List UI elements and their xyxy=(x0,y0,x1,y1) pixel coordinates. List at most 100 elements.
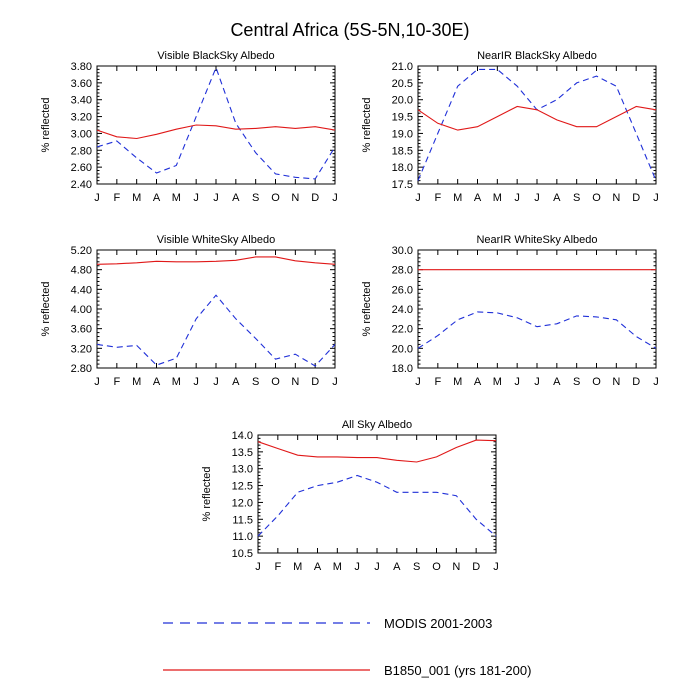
x-tick-label: F xyxy=(434,376,441,388)
y-tick-label: 2.60 xyxy=(71,162,92,174)
y-tick-label: 20.0 xyxy=(392,343,413,355)
y-tick-label: 17.5 xyxy=(392,179,413,191)
x-tick-label: J xyxy=(213,376,219,388)
y-tick-label: 24.0 xyxy=(392,304,413,316)
x-tick-label: M xyxy=(172,192,181,204)
x-tick-label: N xyxy=(452,561,460,573)
y-tick-label: 4.40 xyxy=(71,284,92,296)
series-line-modis xyxy=(257,474,497,537)
plot-frame xyxy=(417,249,657,369)
x-tick-label: D xyxy=(472,561,480,573)
y-tick-label: 19.5 xyxy=(392,112,413,124)
x-tick-label: A xyxy=(153,192,161,204)
y-axis-label: % reflected xyxy=(201,466,213,521)
x-tick-label: S xyxy=(252,192,259,204)
x-tick-label: J xyxy=(94,192,100,204)
y-axis-label: % reflected xyxy=(361,281,373,336)
y-tick-label: 30.0 xyxy=(392,245,413,257)
x-tick-label: J xyxy=(193,376,199,388)
y-tick-label: 13.5 xyxy=(232,447,253,459)
x-tick-label: A xyxy=(553,192,561,204)
plot-frame xyxy=(96,249,336,369)
x-tick-label: A xyxy=(474,192,482,204)
x-tick-label: J xyxy=(514,192,520,204)
x-tick-label: J xyxy=(94,376,100,388)
y-tick-label: 14.0 xyxy=(232,430,253,442)
chart-title: NearIR BlackSky Albedo xyxy=(477,50,597,62)
x-tick-label: O xyxy=(271,192,280,204)
y-tick-label: 26.0 xyxy=(392,284,413,296)
x-tick-label: N xyxy=(612,376,620,388)
y-tick-label: 28.0 xyxy=(392,265,413,277)
series-line-model xyxy=(96,256,336,265)
x-tick-label: F xyxy=(434,192,441,204)
y-tick-label: 5.20 xyxy=(71,245,92,257)
x-tick-label: N xyxy=(612,192,620,204)
legend-model-label: B1850_001 (yrs 181-200) xyxy=(384,663,531,678)
y-tick-label: 3.00 xyxy=(71,128,92,140)
y-tick-label: 18.0 xyxy=(392,363,413,375)
x-tick-label: A xyxy=(474,376,482,388)
y-tick-label: 18.0 xyxy=(392,162,413,174)
x-tick-label: A xyxy=(393,561,401,573)
y-tick-label: 3.80 xyxy=(71,61,92,73)
x-tick-label: O xyxy=(592,376,601,388)
y-axis-label: % reflected xyxy=(40,97,52,152)
plot-frame xyxy=(96,65,336,185)
x-tick-label: J xyxy=(332,192,338,204)
x-tick-label: M xyxy=(132,192,141,204)
x-tick-label: M xyxy=(132,376,141,388)
x-tick-label: A xyxy=(153,376,161,388)
y-axis-label: % reflected xyxy=(40,281,52,336)
x-tick-label: O xyxy=(432,561,441,573)
y-tick-label: 20.5 xyxy=(392,78,413,90)
x-tick-label: F xyxy=(113,192,120,204)
x-tick-label: J xyxy=(653,192,659,204)
x-tick-label: A xyxy=(232,192,240,204)
x-tick-label: D xyxy=(311,376,319,388)
legend: MODIS 2001-2003 B1850_001 (yrs 181-200) xyxy=(163,616,531,678)
chart-title: Visible BlackSky Albedo xyxy=(157,50,274,62)
y-tick-label: 10.5 xyxy=(232,548,253,560)
x-tick-label: J xyxy=(514,376,520,388)
chart-title: All Sky Albedo xyxy=(342,419,412,431)
y-tick-label: 11.5 xyxy=(232,514,253,526)
y-tick-label: 12.5 xyxy=(232,481,253,493)
x-tick-label: M xyxy=(453,192,462,204)
x-tick-label: O xyxy=(271,376,280,388)
x-tick-label: F xyxy=(274,561,281,573)
x-tick-label: A xyxy=(553,376,561,388)
figure-title: Central Africa (5S-5N,10-30E) xyxy=(230,20,469,40)
x-tick-label: S xyxy=(252,376,259,388)
x-tick-label: M xyxy=(493,376,502,388)
x-tick-label: S xyxy=(573,376,580,388)
x-tick-label: D xyxy=(311,192,319,204)
x-tick-label: J xyxy=(493,561,499,573)
x-tick-label: F xyxy=(113,376,120,388)
chart-title: NearIR WhiteSky Albedo xyxy=(476,234,597,246)
chart-panel-5: All Sky Albedo % reflected 10.5 11.0 11.5 12.… xyxy=(201,419,499,573)
x-tick-label: J xyxy=(415,192,421,204)
chart-panel-2: NearIR BlackSky Albedo % reflected 17.5 18.… xyxy=(361,50,659,204)
y-tick-label: 2.80 xyxy=(71,145,92,157)
x-tick-label: N xyxy=(291,376,299,388)
plot-frame xyxy=(257,434,497,554)
x-tick-label: S xyxy=(573,192,580,204)
chart-panel-4: NearIR WhiteSky Albedo % reflected 18.0 20.… xyxy=(361,234,659,388)
y-tick-label: 11.0 xyxy=(232,531,253,543)
y-tick-label: 18.5 xyxy=(392,145,413,157)
chart-panel-3: Visible WhiteSky Albedo % reflected 2.80 3.… xyxy=(40,234,338,388)
x-tick-label: J xyxy=(534,376,540,388)
y-tick-label: 22.0 xyxy=(392,324,413,336)
y-axis-label: % reflected xyxy=(361,97,373,152)
x-tick-label: M xyxy=(293,561,302,573)
series-line-modis xyxy=(96,66,336,180)
chart-panels: Visible BlackSky Albedo % reflected 2.40 2.… xyxy=(40,50,659,573)
plot-frame xyxy=(417,65,657,185)
series-line-model xyxy=(417,105,657,131)
x-tick-label: J xyxy=(255,561,261,573)
x-tick-label: M xyxy=(333,561,342,573)
y-tick-label: 3.40 xyxy=(71,95,92,107)
x-tick-label: N xyxy=(291,192,299,204)
